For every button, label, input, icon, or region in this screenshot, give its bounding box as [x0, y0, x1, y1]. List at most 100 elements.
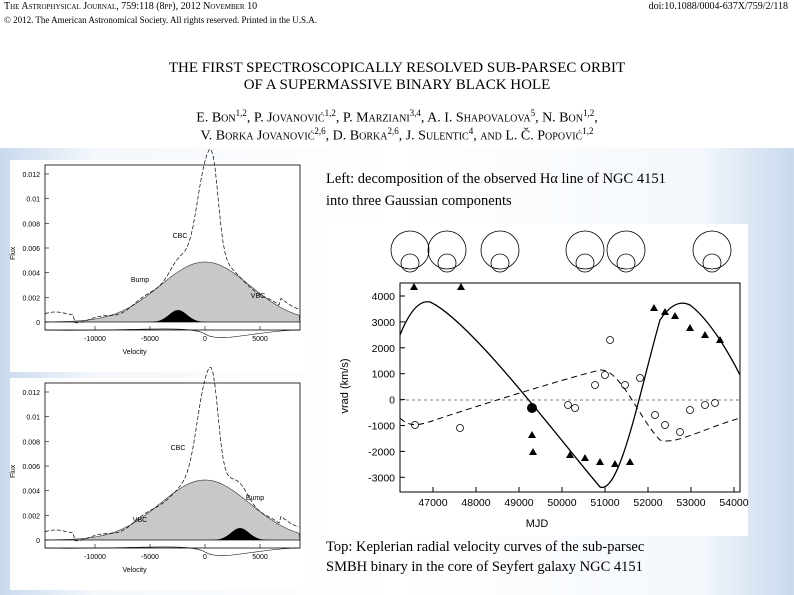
- component-label: Bump: [246, 495, 264, 502]
- point-primary: [661, 308, 669, 315]
- y-tick-label: 0.012: [22, 390, 40, 397]
- author-name: , J. Sulentic: [398, 128, 469, 144]
- axis-label: Flux: [10, 246, 17, 260]
- affiliation: 2,6: [387, 126, 399, 136]
- y-tick-label: 0.01: [26, 415, 40, 422]
- affiliation: 4: [468, 126, 474, 136]
- x-tick-label: 0: [203, 554, 207, 561]
- axis-label: Flux: [10, 464, 17, 478]
- point-secondary: [676, 428, 684, 436]
- point-primary: [528, 431, 536, 438]
- y-tick-label: 0.004: [22, 489, 40, 496]
- orbit: [400, 253, 420, 273]
- paper-header: The Astrophysical Journal, 759:118 (8pp)…: [0, 0, 794, 148]
- y-tick-label: -2000: [368, 446, 395, 458]
- point-primary: [457, 283, 465, 290]
- point-secondary: [701, 401, 709, 409]
- point-secondary: [711, 399, 719, 407]
- point-secondary: [686, 406, 694, 414]
- component-label: VBC: [251, 293, 265, 300]
- total-profile: [44, 366, 300, 542]
- orbit: [575, 253, 595, 273]
- author-line: V. Borka Jovanović2,6, D. Borka2,6, J. S…: [0, 126, 794, 145]
- total-profile: [44, 149, 300, 324]
- point-primary: [650, 304, 658, 311]
- point-primary: [581, 454, 589, 461]
- point-primary: [566, 451, 574, 458]
- caption: Left: decomposition of the observed Hα l…: [326, 171, 666, 187]
- author-name: , P. Jovanović: [246, 110, 325, 126]
- caption: SMBH binary in the core of Seyfert galax…: [326, 559, 643, 575]
- y-tick-label: 1000: [372, 369, 396, 381]
- title-line: OF A SUPERMASSIVE BINARY BLACK HOLE: [243, 77, 551, 93]
- caption: Top: Keplerian radial velocity curves of…: [326, 539, 645, 555]
- residual: [44, 546, 301, 556]
- axis-label: Velocity: [123, 567, 148, 574]
- orbit: [702, 253, 722, 273]
- author-name: ,: [594, 110, 598, 126]
- y-tick-label: 0.006: [22, 246, 40, 253]
- doi: doi:10.1088/0004-637X/759/2/118: [648, 1, 788, 12]
- component-label: Bump: [131, 277, 149, 284]
- point-secondary: [571, 404, 579, 412]
- figure-bg: [326, 224, 748, 536]
- x-tick-label: 51000: [590, 497, 619, 509]
- point-primary: [716, 336, 724, 343]
- plot-frame: [44, 382, 301, 549]
- affiliation: 2,6: [314, 126, 326, 136]
- x-tick-label: -10000: [84, 554, 106, 561]
- y-tick-label: -3000: [368, 472, 395, 484]
- figure-bg: [10, 378, 306, 590]
- x-tick-label: -10000: [84, 336, 106, 343]
- axis-label: MJD: [526, 518, 549, 530]
- affiliation: 5: [530, 108, 536, 118]
- orbit: [606, 230, 646, 270]
- point-primary: [671, 312, 679, 319]
- component-label: VBC: [133, 517, 147, 524]
- y-tick-label: 3000: [372, 317, 396, 329]
- orbit: [480, 230, 520, 270]
- y-tick-label: 0.01: [26, 197, 40, 204]
- x-tick-label: 0: [203, 336, 207, 343]
- y-tick-label: 0: [389, 395, 395, 407]
- author-name: E. Bon: [196, 110, 236, 126]
- secondary-curve: [399, 369, 741, 442]
- point-primary: [611, 460, 619, 467]
- point-primary: [626, 458, 634, 465]
- y-tick-label: 0.002: [22, 295, 40, 302]
- broad-component: [44, 261, 301, 323]
- x-tick-label: 48000: [461, 497, 490, 509]
- orbit: [390, 230, 430, 270]
- axis-label: vrad (km/s): [339, 359, 351, 414]
- point-secondary: [591, 381, 599, 389]
- orbit: [565, 230, 605, 270]
- bump-component: [45, 528, 300, 540]
- affiliation: 1,2: [235, 108, 247, 118]
- orbit: [692, 230, 732, 270]
- axis-label: Velocity: [123, 349, 148, 356]
- point-secondary: [651, 411, 659, 419]
- orbit: [490, 253, 510, 273]
- author-name: , N. Bon: [535, 110, 583, 126]
- residual: [44, 328, 301, 338]
- author-name: , P. Marziani: [335, 110, 410, 126]
- plot-frame: [44, 164, 301, 331]
- y-tick-label: 2000: [372, 343, 396, 355]
- point-primary: [701, 331, 709, 338]
- author-line: E. Bon1,2, P. Jovanović1,2, P. Marziani3…: [0, 108, 794, 127]
- orbit: [437, 253, 457, 273]
- y-tick-label: 0.004: [22, 271, 40, 278]
- plot-frame: [399, 282, 741, 493]
- point-secondary: [564, 401, 572, 409]
- author-name: , A. I. Shapovalova: [420, 110, 531, 126]
- x-tick-label: 53000: [676, 497, 705, 509]
- affiliation: 1,2: [582, 126, 594, 136]
- component-label: CBC: [173, 233, 188, 240]
- x-tick-label: 50000: [547, 497, 576, 509]
- y-tick-label: 0.012: [22, 172, 40, 179]
- x-tick-label: -5000: [141, 554, 159, 561]
- point-primary: [529, 448, 537, 455]
- point-secondary: [601, 371, 609, 379]
- x-tick-label: 5000: [252, 336, 268, 343]
